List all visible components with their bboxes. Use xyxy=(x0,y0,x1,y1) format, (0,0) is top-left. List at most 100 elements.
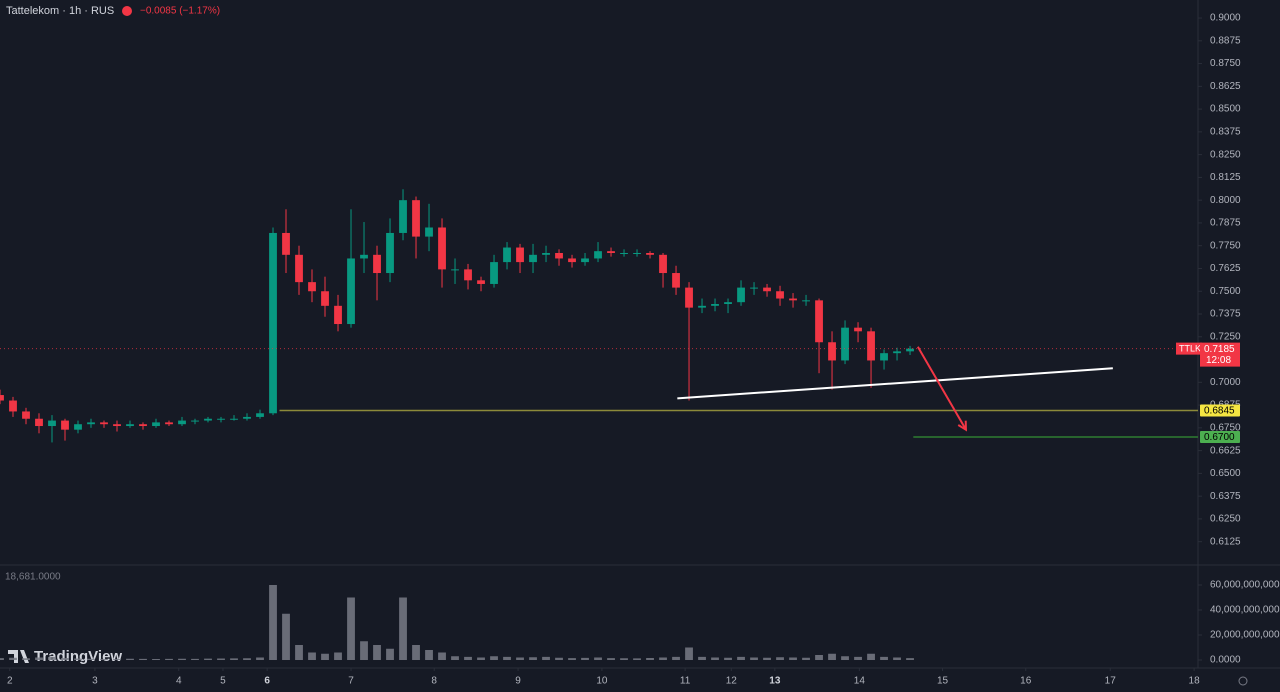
volume-bar xyxy=(789,657,797,660)
x-tick-label: 6 xyxy=(264,676,270,687)
candle-body xyxy=(607,251,615,253)
candle-body xyxy=(880,353,888,361)
volume-bar xyxy=(555,657,563,660)
candle-body xyxy=(165,422,173,425)
candle-body xyxy=(646,252,654,255)
x-tick-label: 15 xyxy=(937,676,949,687)
candle-body xyxy=(113,424,121,427)
candle-body xyxy=(100,422,108,425)
x-tick-label: 7 xyxy=(348,676,354,687)
candle-body xyxy=(35,418,43,427)
volume-bar xyxy=(711,657,719,660)
candle-body xyxy=(672,273,680,288)
candle-body xyxy=(503,247,511,263)
settings-icon[interactable] xyxy=(1238,676,1248,686)
candle-body xyxy=(243,416,251,419)
candle-body xyxy=(854,327,862,332)
x-tick-label: 14 xyxy=(854,676,866,687)
candle-body xyxy=(217,418,225,420)
volume-bar xyxy=(425,650,433,660)
volume-bar xyxy=(672,656,680,660)
candle-body xyxy=(269,232,277,414)
volume-bar xyxy=(347,597,355,660)
candle-body xyxy=(464,269,472,281)
x-tick-label: 10 xyxy=(596,676,608,687)
volume-bar xyxy=(74,658,82,660)
volume-bar xyxy=(399,597,407,660)
volume-bar xyxy=(854,656,862,660)
volume-bar xyxy=(100,658,108,660)
volume-bar xyxy=(594,657,602,660)
volume-bar xyxy=(451,656,459,660)
volume-bar xyxy=(126,658,134,660)
candle-body xyxy=(295,254,303,283)
y-tick-label: 0.8375 xyxy=(1210,127,1241,138)
x-tick-label: 5 xyxy=(220,676,226,687)
volume-bar xyxy=(230,658,238,660)
y-tick-label: 0.7875 xyxy=(1210,218,1241,229)
candle-body xyxy=(750,287,758,289)
x-tick-label: 12 xyxy=(726,676,738,687)
chart-title: Tattelekom · 1h · RUS xyxy=(6,5,114,17)
volume-bar xyxy=(256,657,264,660)
logo: TradingView xyxy=(34,648,122,665)
volume-bar xyxy=(841,656,849,660)
candle-body xyxy=(126,424,134,427)
candle-body xyxy=(282,232,290,255)
volume-bar xyxy=(581,657,589,660)
volume-bar xyxy=(763,657,771,660)
volume-bar xyxy=(165,658,173,660)
candle-body xyxy=(724,302,732,304)
volume-bar xyxy=(880,656,888,660)
x-tick-label: 13 xyxy=(769,676,781,687)
candle-body xyxy=(737,287,745,303)
volume-bar xyxy=(9,657,17,660)
volume-tick-label: 60,000,000,000.0000 xyxy=(1210,580,1280,591)
y-tick-label: 0.8750 xyxy=(1210,58,1241,69)
candle-body xyxy=(321,291,329,306)
volume-bar xyxy=(113,659,121,660)
arrow xyxy=(916,346,967,431)
last-price-label: 0.7185 xyxy=(1204,344,1235,355)
volume-bar xyxy=(568,658,576,660)
y-tick-label: 0.8625 xyxy=(1210,81,1241,92)
volume-tick-label: 40,000,000,000.0000 xyxy=(1210,605,1280,616)
x-tick-label: 2 xyxy=(7,676,13,687)
volume-bar xyxy=(22,658,30,660)
volume-bar xyxy=(724,657,732,660)
volume-bar xyxy=(243,658,251,660)
candle-body xyxy=(828,342,836,361)
volume-bar xyxy=(685,647,693,660)
volume-bar xyxy=(698,656,706,660)
candle-body xyxy=(568,258,576,263)
volume-bar xyxy=(737,656,745,660)
trendline xyxy=(677,367,1113,400)
x-tick-label: 9 xyxy=(515,676,521,687)
candle-body xyxy=(139,424,147,427)
candle-body xyxy=(659,254,667,274)
volume-bar xyxy=(48,656,56,660)
candle-body xyxy=(61,420,69,430)
y-tick-label: 0.9000 xyxy=(1210,13,1241,24)
volume-bar xyxy=(828,653,836,660)
candle-body xyxy=(581,258,589,263)
volume-bar xyxy=(178,658,186,660)
x-tick-label: 8 xyxy=(431,676,437,687)
volume-bar xyxy=(906,658,914,660)
volume-bar xyxy=(867,653,875,660)
candle-body xyxy=(256,413,264,417)
candle-body xyxy=(841,327,849,361)
volume-bar xyxy=(607,658,615,660)
volume-bar xyxy=(503,656,511,660)
candle-body xyxy=(178,420,186,425)
level-tag-label: 0.6700 xyxy=(1204,432,1235,443)
candle-body xyxy=(412,200,420,237)
volume-bar xyxy=(620,658,628,660)
symbol-tag xyxy=(1176,342,1202,355)
volume-bar xyxy=(412,645,420,660)
y-tick-label: 0.7000 xyxy=(1210,377,1241,388)
y-tick-label: 0.6750 xyxy=(1210,422,1241,433)
candle-body xyxy=(230,418,238,420)
candle-body xyxy=(776,291,784,299)
